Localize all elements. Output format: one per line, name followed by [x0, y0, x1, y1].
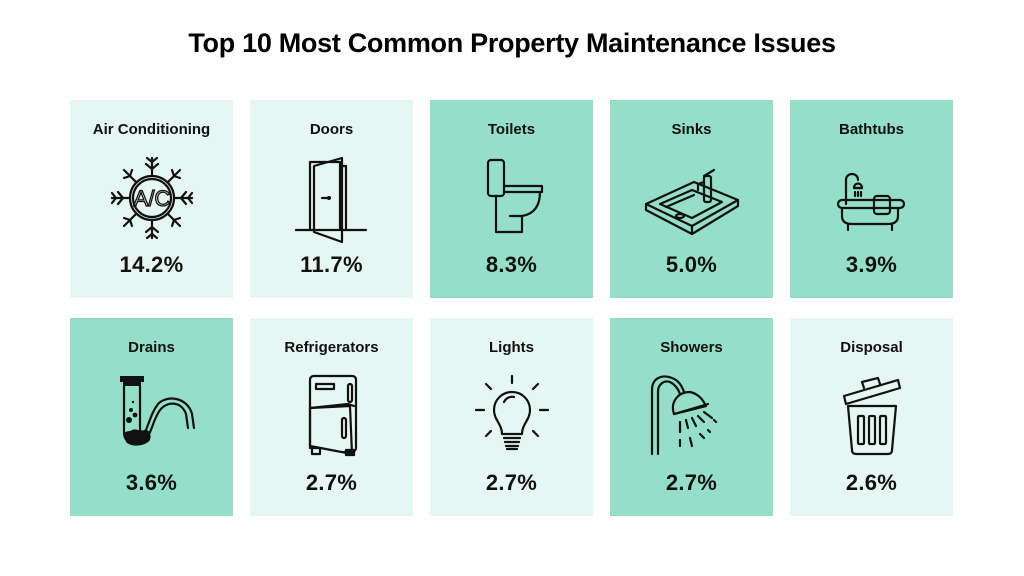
card-label: Disposal	[840, 339, 903, 356]
card-drains: Drains 3.6%	[70, 318, 233, 516]
refrigerator-icon	[282, 370, 382, 462]
card-value: 2.7%	[485, 470, 538, 495]
sink-icon	[642, 152, 742, 244]
card-value: 11.7%	[300, 252, 363, 277]
card-label: Doors	[309, 121, 354, 138]
trash-can-icon	[822, 370, 922, 462]
card-refrigerators: Refrigerators 2.7%	[250, 318, 413, 516]
svg-text:A/C: A/C	[133, 186, 170, 211]
card-air-conditioning: Air Conditioning A/C 14.2%	[70, 100, 233, 298]
card-value: 2.7%	[665, 470, 718, 495]
card-value: 3.9%	[845, 252, 898, 277]
card-label: Lights	[489, 339, 534, 356]
card-showers: Showers 2.7%	[610, 318, 773, 516]
card-label: Air Conditioning	[92, 121, 211, 138]
card-value: 8.3%	[485, 252, 538, 277]
card-lights: Lights 2.7%	[430, 318, 593, 516]
card-value: 3.6%	[125, 470, 178, 495]
drain-pipe-icon	[102, 370, 202, 462]
card-bathtubs: Bathtubs 3.9%	[790, 100, 953, 298]
bathtub-icon	[822, 152, 922, 244]
card-label: Sinks	[671, 121, 712, 138]
card-value: 2.7%	[305, 470, 358, 495]
card-toilets: Toilets 8.3%	[430, 100, 593, 298]
ac-snowflake-icon: A/C	[102, 152, 202, 244]
card-value: 2.6%	[845, 470, 898, 495]
card-label: Bathtubs	[839, 121, 904, 138]
card-doors: Doors 11.7%	[250, 100, 413, 298]
toilet-icon	[462, 152, 562, 244]
page-title: Top 10 Most Common Property Maintenance …	[188, 28, 836, 58]
card-label: Showers	[660, 339, 723, 356]
card-label: Drains	[128, 339, 175, 356]
shower-icon	[642, 370, 742, 462]
card-value: 14.2%	[119, 252, 184, 277]
card-disposal: Disposal 2.6%	[790, 318, 953, 516]
card-label: Toilets	[487, 121, 536, 138]
lightbulb-icon	[462, 370, 562, 462]
open-door-icon	[282, 152, 382, 244]
card-sinks: Sinks 5.0%	[610, 100, 773, 298]
card-label: Refrigerators	[284, 339, 379, 356]
card-value: 5.0%	[665, 252, 718, 277]
